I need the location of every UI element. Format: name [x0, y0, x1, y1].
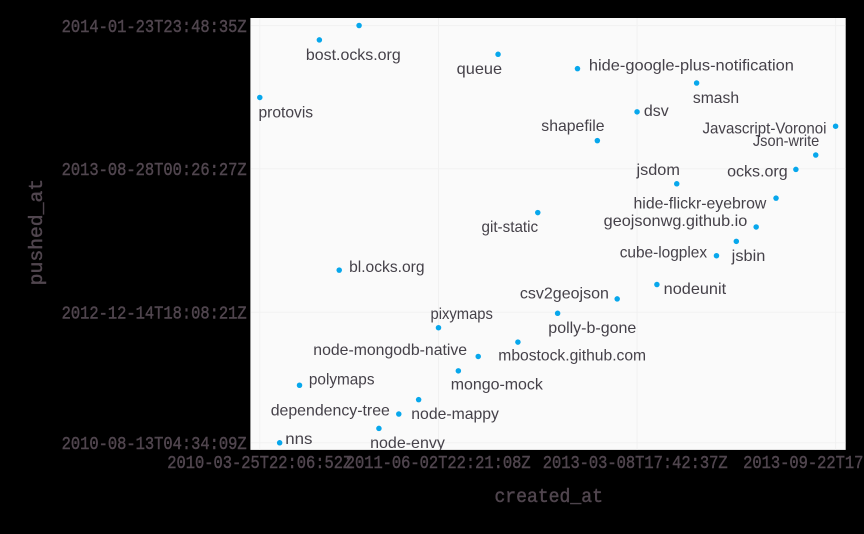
svg-text:Json-write: Json-write [753, 133, 819, 150]
svg-text:bl.ocks.org: bl.ocks.org [349, 259, 424, 276]
svg-text:2013-08-28T00:26:27Z: 2013-08-28T00:26:27Z [62, 161, 247, 181]
svg-text:mongo-mock: mongo-mock [451, 377, 544, 394]
svg-text:hide-google-plus-notification: hide-google-plus-notification [589, 57, 794, 74]
svg-text:pixymaps: pixymaps [431, 306, 493, 323]
svg-text:2010-03-25T22:06:52Z: 2010-03-25T22:06:52Z [167, 454, 352, 474]
svg-text:node-mongodb-native: node-mongodb-native [313, 342, 467, 359]
svg-text:smash: smash [693, 90, 739, 107]
svg-text:created_at: created_at [494, 486, 603, 508]
svg-text:shapefile: shapefile [541, 118, 604, 135]
svg-text:protovis: protovis [259, 104, 314, 121]
svg-text:hide-flickr-eyebrow: hide-flickr-eyebrow [634, 196, 767, 213]
svg-text:2013-03-08T17:42:37Z: 2013-03-08T17:42:37Z [543, 454, 728, 474]
svg-text:cube-logplex: cube-logplex [620, 245, 707, 262]
svg-text:geojsonwg.github.io: geojsonwg.github.io [604, 213, 748, 230]
svg-text:nodeunit: nodeunit [664, 281, 727, 298]
svg-text:Javascript-Voronoi: Javascript-Voronoi [703, 120, 827, 137]
svg-text:jsbin: jsbin [731, 248, 766, 265]
svg-text:csv2geojson: csv2geojson [520, 286, 609, 303]
svg-text:polymaps: polymaps [309, 372, 375, 389]
svg-text:2011-06-02T22:21:08Z: 2011-06-02T22:21:08Z [346, 454, 531, 474]
svg-text:pushed_at: pushed_at [26, 179, 48, 286]
svg-text:dsv: dsv [644, 103, 669, 120]
svg-text:ocks.org: ocks.org [727, 164, 788, 181]
svg-text:node-mappy: node-mappy [411, 406, 499, 423]
svg-text:2010-08-13T04:34:09Z: 2010-08-13T04:34:09Z [62, 435, 247, 455]
svg-text:2012-12-14T18:08:21Z: 2012-12-14T18:08:21Z [62, 305, 247, 325]
svg-text:polly-b-gone: polly-b-gone [548, 320, 636, 337]
svg-text:queue: queue [457, 61, 502, 78]
svg-text:dependency-tree: dependency-tree [271, 402, 390, 419]
svg-text:jsdom: jsdom [635, 162, 679, 179]
svg-text:bost.ocks.org: bost.ocks.org [306, 47, 401, 64]
svg-text:2014-01-23T23:48:35Z: 2014-01-23T23:48:35Z [62, 18, 247, 38]
svg-text:mbostock.github.com: mbostock.github.com [498, 348, 646, 365]
svg-text:nns: nns [285, 431, 312, 448]
svg-text:git-static: git-static [482, 219, 539, 236]
svg-text:node-envy: node-envy [370, 435, 445, 452]
svg-text:2013-09-22T17:46:16Z: 2013-09-22T17:46:16Z [743, 454, 864, 474]
